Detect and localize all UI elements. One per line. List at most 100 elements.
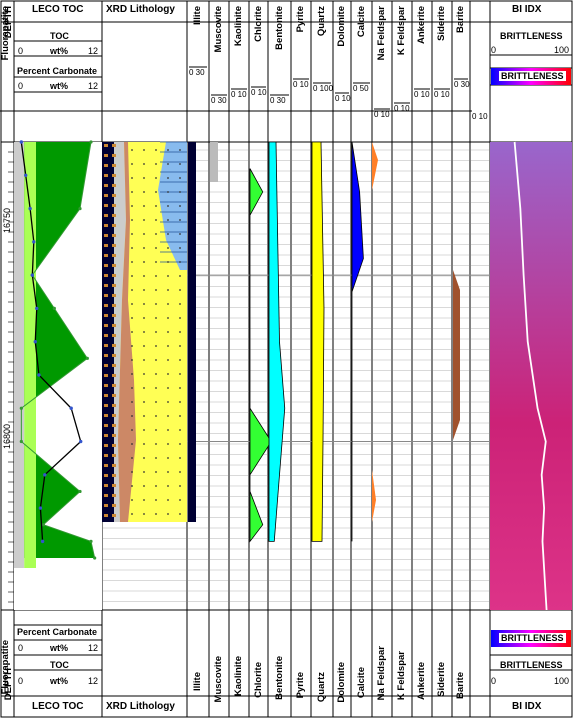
lith-quartz-dot bbox=[131, 415, 133, 417]
lith-illite-mark bbox=[112, 394, 116, 397]
lith-quartz-dot bbox=[131, 513, 133, 515]
lith-illite-mark bbox=[112, 384, 116, 387]
lith-quartz-dot bbox=[179, 499, 181, 501]
lith-quartz-dot bbox=[179, 415, 181, 417]
bi-title-bottom: BI IDX bbox=[512, 701, 542, 712]
lith-quartz-dot bbox=[131, 401, 133, 403]
carbonate-point bbox=[41, 523, 45, 527]
bi-title-top: BI IDX bbox=[512, 4, 542, 15]
lith-illite-mark bbox=[104, 314, 108, 317]
bi-max-top: 100 bbox=[554, 45, 570, 55]
lith-illite-mark bbox=[112, 294, 116, 297]
lith-quartz-dot bbox=[167, 247, 169, 249]
lith-calcite bbox=[158, 142, 187, 270]
toc-unit-top: wt% bbox=[50, 46, 68, 56]
lith-quartz-dot bbox=[143, 457, 145, 459]
lith-quartz-dot bbox=[143, 191, 145, 193]
lith-quartz-dot bbox=[167, 373, 169, 375]
lith-illite-mark bbox=[104, 174, 108, 177]
lith-quartz-dot bbox=[167, 233, 169, 235]
mineral-scale-quartz: 0 100 bbox=[313, 84, 334, 93]
mineral-scale-barite: 0 30 bbox=[454, 80, 470, 89]
lith-illite-mark bbox=[112, 354, 116, 357]
lith-quartz-dot bbox=[143, 359, 145, 361]
brittleness-line bbox=[513, 141, 548, 611]
lith-quartz-dot bbox=[155, 205, 157, 207]
lith-illite-mark bbox=[112, 464, 116, 467]
lith-quartz-dot bbox=[167, 205, 169, 207]
lith-quartz-dot bbox=[167, 261, 169, 263]
lith-illite-mark bbox=[104, 394, 108, 397]
lith-quartz-dot bbox=[167, 359, 169, 361]
carbonate-min-top: 0 bbox=[18, 81, 24, 91]
mineral-scale-dolomite: 0 10 bbox=[335, 94, 351, 103]
lith-quartz-dot bbox=[167, 289, 169, 291]
lith-illite-mark bbox=[104, 374, 108, 377]
toc-unit-bottom: wt% bbox=[50, 676, 68, 686]
mineral-header-na-feldspar: Na Feldspar bbox=[376, 6, 387, 61]
lith-illite-mark bbox=[104, 234, 108, 237]
lith-quartz-dot bbox=[155, 457, 157, 459]
toc-fill bbox=[24, 142, 36, 568]
lith-quartz-dot bbox=[167, 513, 169, 515]
lith-quartz-dot bbox=[155, 443, 157, 445]
carbonate-unit-bottom: wt% bbox=[50, 643, 68, 653]
toc-min-top: 0 bbox=[18, 46, 24, 56]
bi-brittleness-label-bottom: BRITTLENESS bbox=[500, 660, 563, 670]
mineral-footer-calcite: Calcite bbox=[355, 666, 367, 699]
lith-quartz-dot bbox=[155, 387, 157, 389]
lith-illite-mark bbox=[104, 194, 108, 197]
lith-quartz-dot bbox=[143, 485, 145, 487]
lith-quartz-dot bbox=[179, 247, 181, 249]
lith-quartz-dot bbox=[131, 485, 133, 487]
toc-label-top: TOC bbox=[50, 31, 69, 41]
lith-illite-mark bbox=[112, 144, 116, 147]
lith-quartz-dot bbox=[131, 359, 133, 361]
lith-illite-mark bbox=[104, 284, 108, 287]
lith-illite-mark bbox=[104, 324, 108, 327]
lith-illite-mark bbox=[104, 414, 108, 417]
lith-quartz-dot bbox=[179, 373, 181, 375]
lith-quartz-dot bbox=[143, 499, 145, 501]
lith-quartz-dot bbox=[155, 261, 157, 263]
lith-quartz-dot bbox=[131, 149, 133, 151]
lith-quartz-dot bbox=[179, 317, 181, 319]
mineral-header-muscovite: Muscovite bbox=[213, 6, 224, 53]
lith-illite-mark bbox=[104, 434, 108, 437]
lith-quartz-dot bbox=[167, 317, 169, 319]
lith-quartz-dot bbox=[179, 443, 181, 445]
lith-illite-mark bbox=[112, 334, 116, 337]
lith-quartz-dot bbox=[155, 317, 157, 319]
lith-quartz-dot bbox=[167, 485, 169, 487]
mineral-header-illite: Illite bbox=[192, 6, 203, 26]
lith-illite-mark bbox=[112, 514, 116, 517]
bi-colorbar-label-bottom: BRITTLENESS bbox=[499, 633, 566, 643]
lith-quartz-dot bbox=[143, 331, 145, 333]
leco-below bbox=[14, 568, 102, 610]
lith-illite-mark bbox=[104, 484, 108, 487]
lith-quartz-dot bbox=[155, 471, 157, 473]
mineral-scale-calcite: 0 50 bbox=[353, 84, 369, 93]
toc-point bbox=[37, 373, 41, 377]
lith-quartz-dot bbox=[155, 289, 157, 291]
lith-illite-mark bbox=[112, 204, 116, 207]
lith-quartz-dot bbox=[155, 331, 157, 333]
lith-quartz-dot bbox=[179, 205, 181, 207]
lith-quartz-dot bbox=[155, 345, 157, 347]
lith-illite-mark bbox=[112, 284, 116, 287]
lith-quartz-dot bbox=[155, 429, 157, 431]
lith-quartz-dot bbox=[179, 149, 181, 151]
carbonate-unit-top: wt% bbox=[50, 81, 68, 91]
lith-illite-mark bbox=[104, 144, 108, 147]
lith-quartz-dot bbox=[131, 387, 133, 389]
toc-point bbox=[30, 273, 35, 277]
lith-quartz-dot bbox=[131, 499, 133, 501]
lith-quartz-dot bbox=[131, 247, 133, 249]
lith-illite-mark bbox=[104, 494, 108, 497]
lith-illite-mark bbox=[104, 294, 108, 297]
lith-illite-mark bbox=[112, 154, 116, 157]
lith-quartz-dot bbox=[131, 345, 133, 347]
lith-illite-mark bbox=[112, 364, 116, 367]
lith-illite-mark bbox=[112, 174, 116, 177]
